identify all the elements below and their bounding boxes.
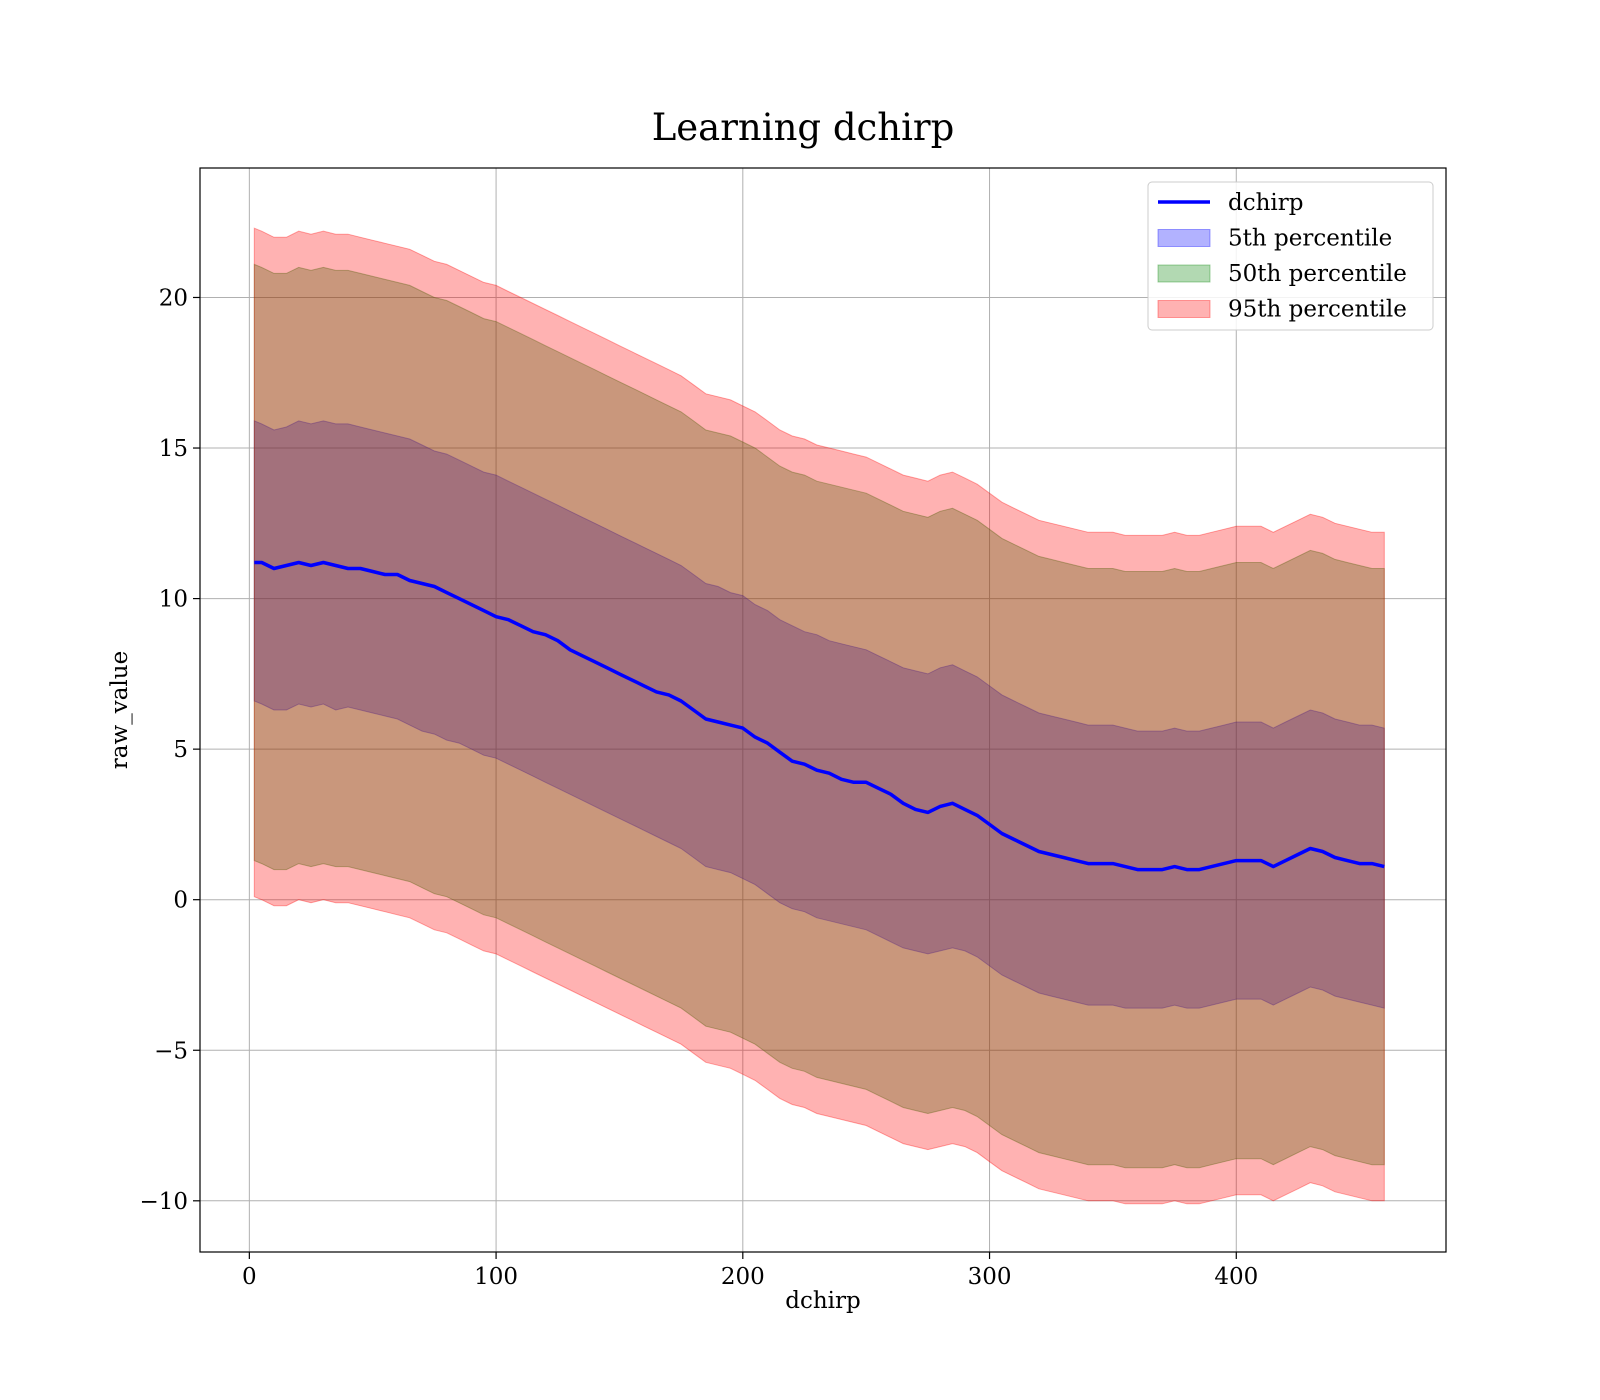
x-axis-ticks: 0 100 200 300 400 — [242, 1252, 1258, 1290]
y-tick-label: 0 — [173, 888, 188, 914]
legend-band-swatch — [1157, 264, 1211, 283]
legend-band-swatch — [1157, 300, 1211, 318]
band-50th-percentile — [253, 263, 1385, 1169]
legend-label: 5th percentile — [1228, 226, 1392, 252]
y-tick-label: 10 — [159, 587, 188, 613]
series-lines — [254, 560, 1385, 872]
x-axis-label: dchirp — [785, 1288, 861, 1314]
x-tick-label: 200 — [721, 1264, 765, 1290]
y-axis-ticks: −10 −5 0 5 10 15 20 — [139, 285, 200, 1215]
x-tick-label: 0 — [242, 1264, 257, 1290]
legend-label: dchirp — [1228, 190, 1304, 216]
y-tick-label: 5 — [173, 737, 188, 763]
chart-title: Learning dchirp — [652, 106, 955, 149]
y-tick-label: 15 — [159, 436, 188, 462]
y-tick-label: −5 — [154, 1038, 188, 1064]
y-axis-label: raw_value — [107, 651, 133, 769]
x-tick-label: 400 — [1214, 1264, 1258, 1290]
legend-box — [1147, 181, 1434, 331]
legend-band-swatch — [1157, 229, 1211, 247]
percentile-bands — [253, 227, 1385, 1205]
plot-frame — [199, 167, 1447, 1253]
x-tick-label: 300 — [968, 1264, 1012, 1290]
x-tick-label: 100 — [474, 1264, 518, 1290]
y-tick-label: 20 — [159, 285, 188, 311]
series-line-dchirp — [254, 560, 1385, 872]
legend: dchirp 5th percentile 50th percentile 95th … — [1147, 181, 1434, 331]
y-tick-label: −10 — [139, 1189, 188, 1215]
legend-label: 50th percentile — [1228, 261, 1407, 287]
legend-label: 95th percentile — [1228, 297, 1407, 323]
grid — [200, 168, 1446, 1252]
band-5th-percentile — [253, 420, 1385, 1009]
band-95th-percentile — [253, 227, 1385, 1205]
